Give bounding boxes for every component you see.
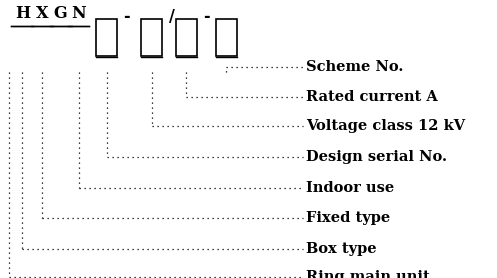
Bar [216, 19, 237, 56]
Text: Indoor use: Indoor use [306, 181, 394, 195]
Text: G: G [54, 5, 68, 22]
Bar [96, 19, 117, 56]
Text: H: H [15, 5, 30, 22]
Text: Scheme No.: Scheme No. [306, 60, 403, 74]
Text: /: / [168, 8, 174, 25]
Bar [141, 19, 162, 56]
Text: -: - [123, 8, 130, 25]
Text: Fixed type: Fixed type [306, 211, 390, 225]
Text: Rated current A: Rated current A [306, 90, 437, 104]
Text: Box type: Box type [306, 242, 376, 256]
Text: -: - [203, 8, 210, 25]
Text: Ring main unit: Ring main unit [306, 270, 429, 278]
Text: X: X [36, 5, 49, 22]
Bar [176, 19, 197, 56]
Text: Design serial No.: Design serial No. [306, 150, 447, 164]
Text: N: N [71, 5, 86, 22]
Text: Voltage class 12 kV: Voltage class 12 kV [306, 120, 465, 133]
